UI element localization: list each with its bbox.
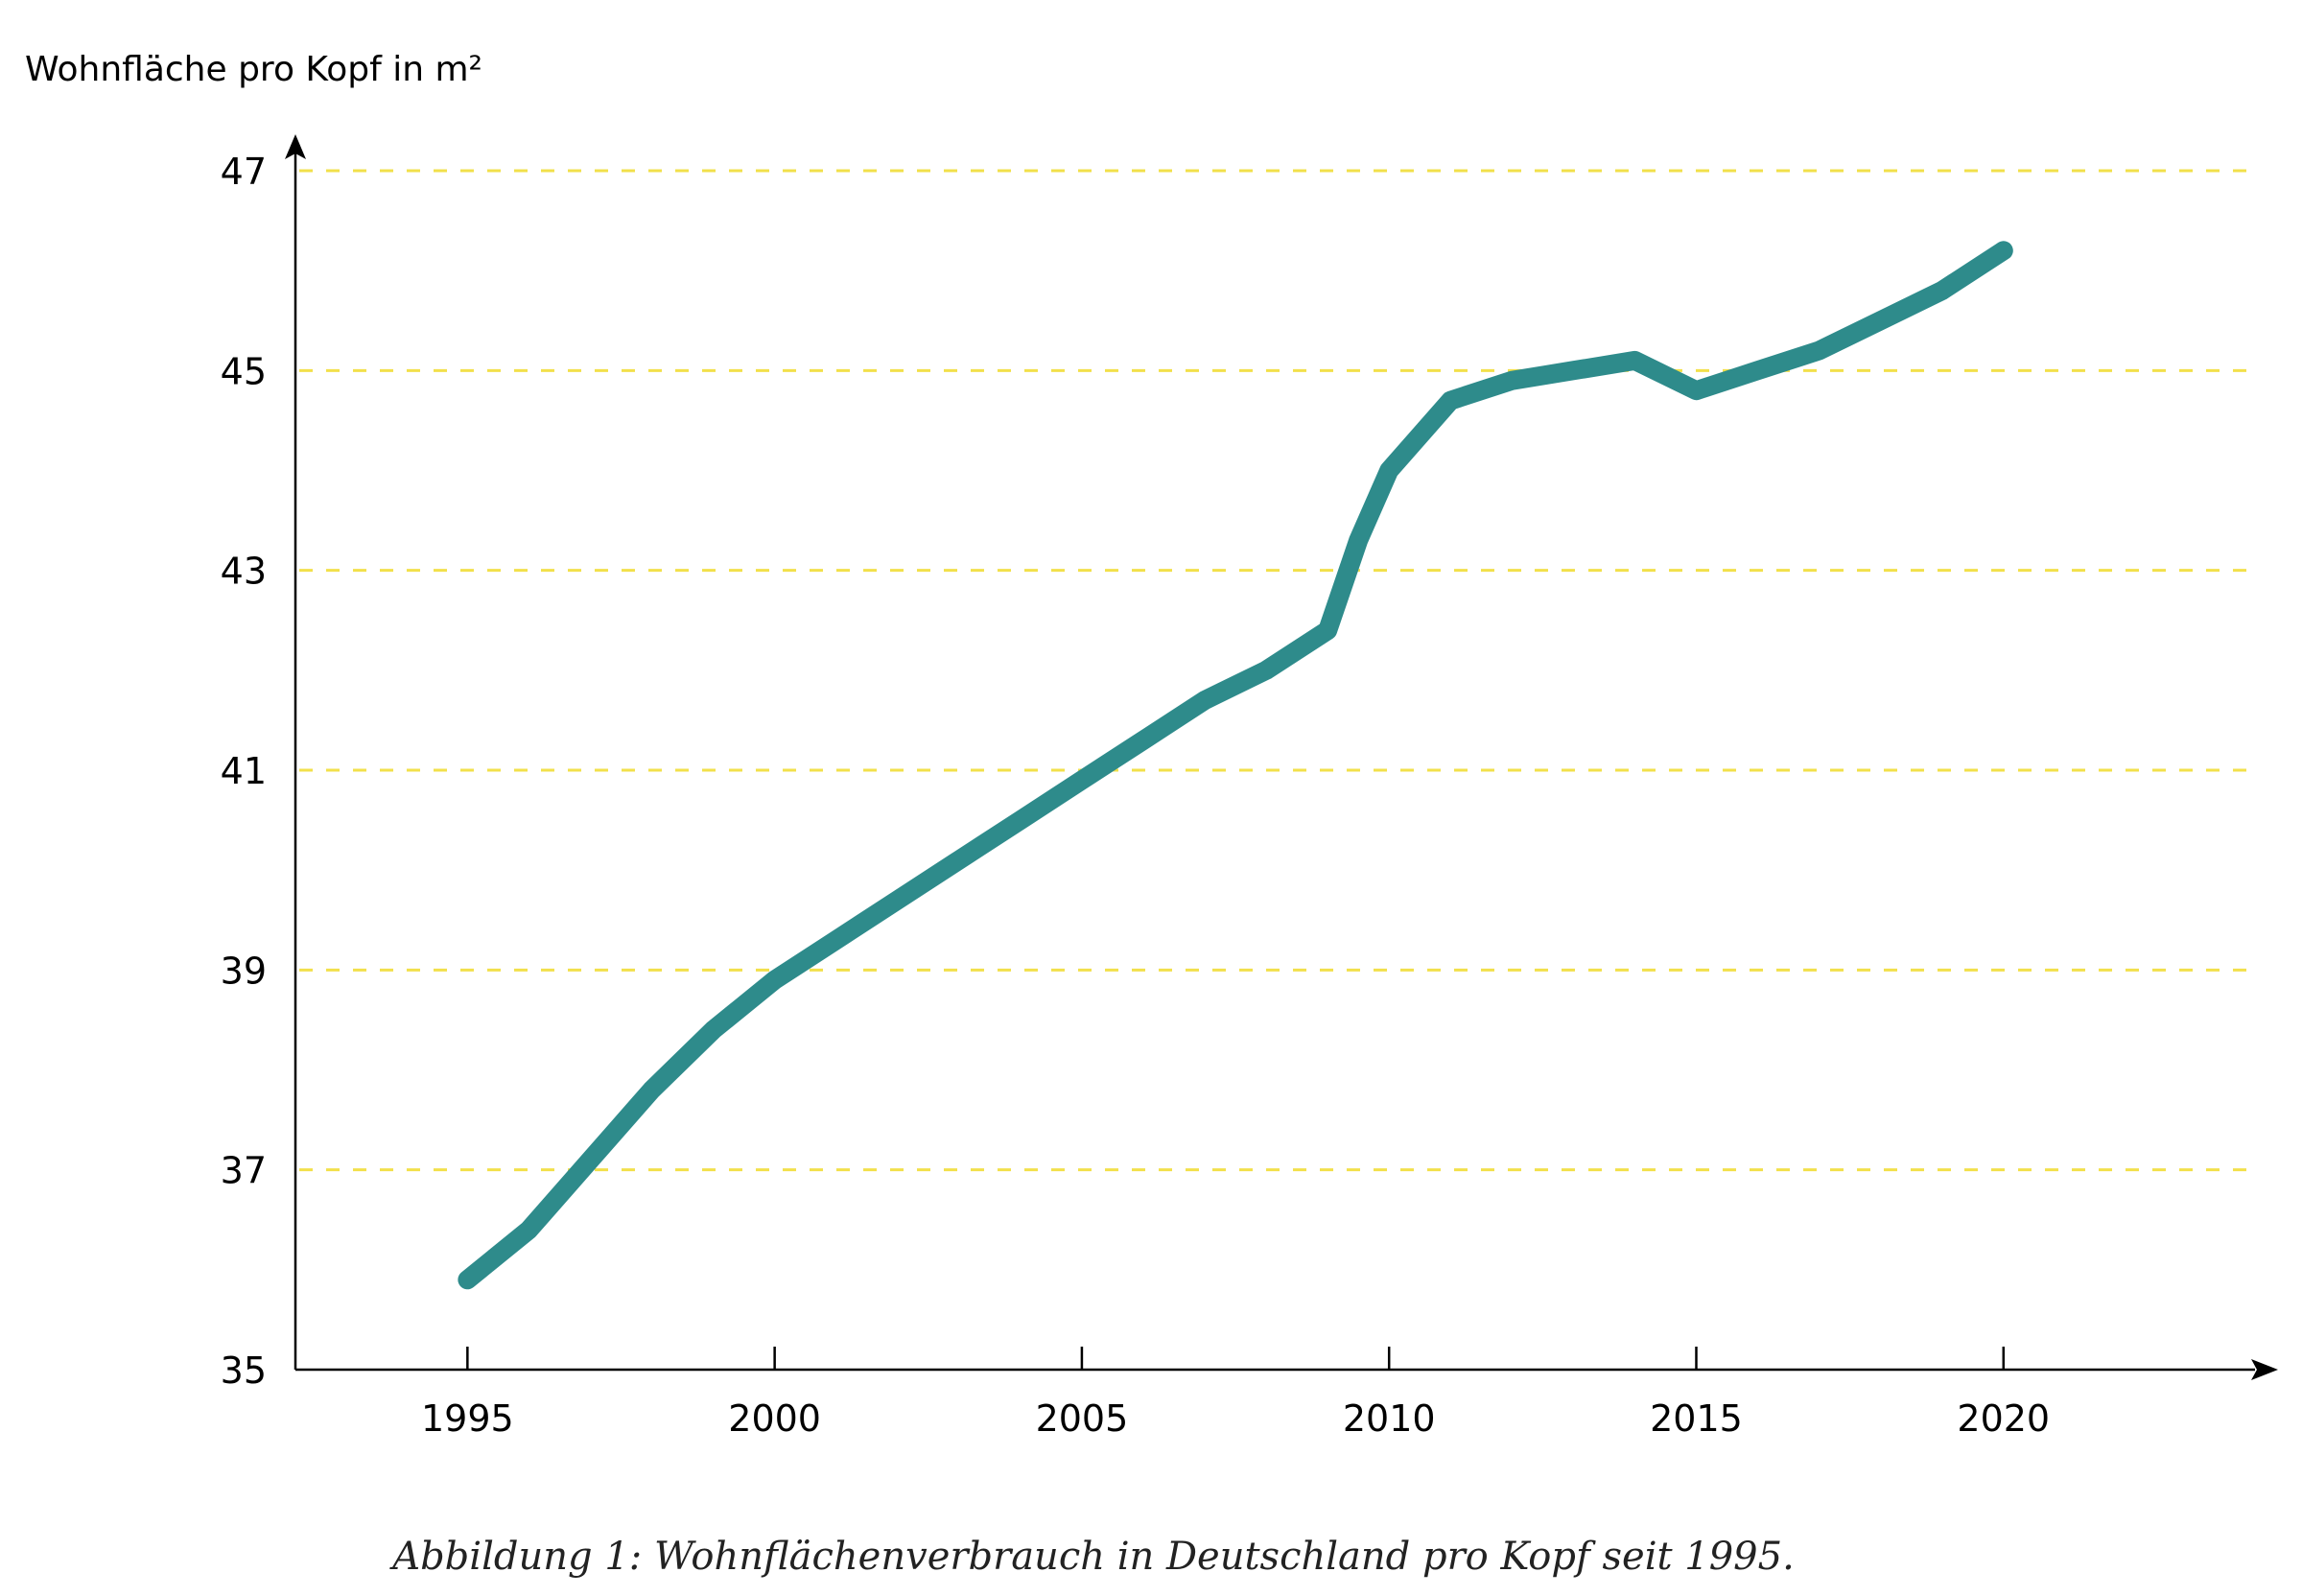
x-tick-label-2010: 2010: [1343, 1397, 1436, 1440]
series-group: [458, 241, 2013, 1290]
gridlines: [299, 169, 2249, 1172]
x-ticks: 1995 2000 2005 2010 2015 2020: [421, 1347, 2050, 1440]
x-tick-label-2005: 2005: [1036, 1397, 1129, 1440]
axes: [285, 134, 2278, 1380]
y-tick-label-41: 41: [221, 750, 267, 792]
series-line-0: [458, 241, 2013, 1290]
x-tick-label-2020: 2020: [1957, 1397, 2050, 1440]
y-tick-label-39: 39: [221, 950, 267, 992]
x-tick-label-2000: 2000: [728, 1397, 821, 1440]
x-tick-label-1995: 1995: [421, 1397, 514, 1440]
y-tick-label-45: 45: [221, 350, 267, 392]
y-tick-label-47: 47: [221, 151, 267, 193]
y-axis-arrow: [285, 134, 306, 159]
figure-caption: Abbildung 1: Wohnflächenverbrauch in Deu…: [0, 1535, 2302, 1579]
y-tick-label-43: 43: [221, 551, 267, 593]
x-tick-label-2015: 2015: [1650, 1397, 1743, 1440]
y-ticks: 35 37 39 41 43 45 47: [221, 151, 267, 1392]
y-axis-label: Wohnfläche pro Kopf in m²: [25, 50, 482, 89]
y-tick-label-35: 35: [221, 1350, 267, 1392]
x-axis-arrow: [2251, 1359, 2278, 1380]
y-tick-label-37: 37: [221, 1150, 267, 1192]
figure-caption-text: Abbildung 1: Wohnflächenverbrauch in Deu…: [392, 1535, 1795, 1579]
